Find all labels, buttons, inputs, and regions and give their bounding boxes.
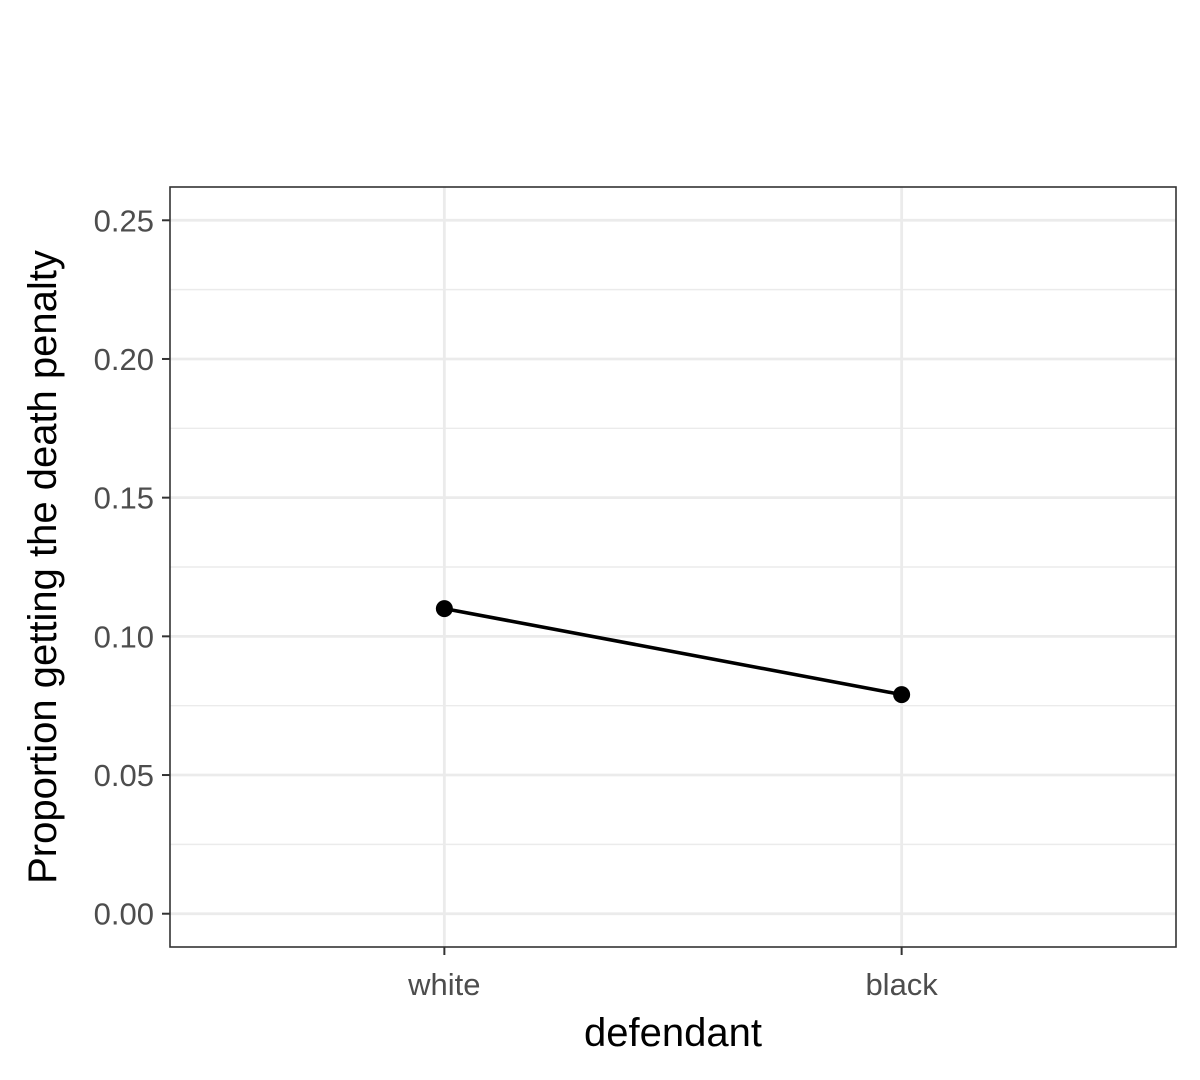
x-tick-label: white bbox=[407, 967, 480, 1002]
x-axis-title: defendant bbox=[584, 1011, 762, 1055]
x-axis: white black bbox=[407, 947, 938, 1002]
y-tick-label: 0.05 bbox=[94, 758, 154, 793]
series-line bbox=[444, 606, 902, 697]
y-axis-title: Proportion getting the death penalty bbox=[21, 250, 65, 884]
y-tick-label: 0.10 bbox=[94, 619, 154, 654]
y-tick-label: 0.00 bbox=[94, 897, 154, 932]
grid-major bbox=[170, 187, 1176, 947]
grid-minor bbox=[170, 288, 1176, 846]
data-point bbox=[893, 686, 911, 704]
y-tick-label: 0.20 bbox=[94, 342, 154, 377]
panel-border bbox=[169, 186, 1177, 948]
x-tick-label: black bbox=[865, 967, 938, 1002]
series-layer bbox=[435, 600, 911, 704]
data-point bbox=[435, 600, 453, 618]
y-tick-label: 0.15 bbox=[94, 481, 154, 516]
y-tick-label: 0.25 bbox=[94, 203, 154, 238]
y-axis: 0.00 0.05 0.10 0.15 0.20 0.25 bbox=[94, 203, 170, 932]
